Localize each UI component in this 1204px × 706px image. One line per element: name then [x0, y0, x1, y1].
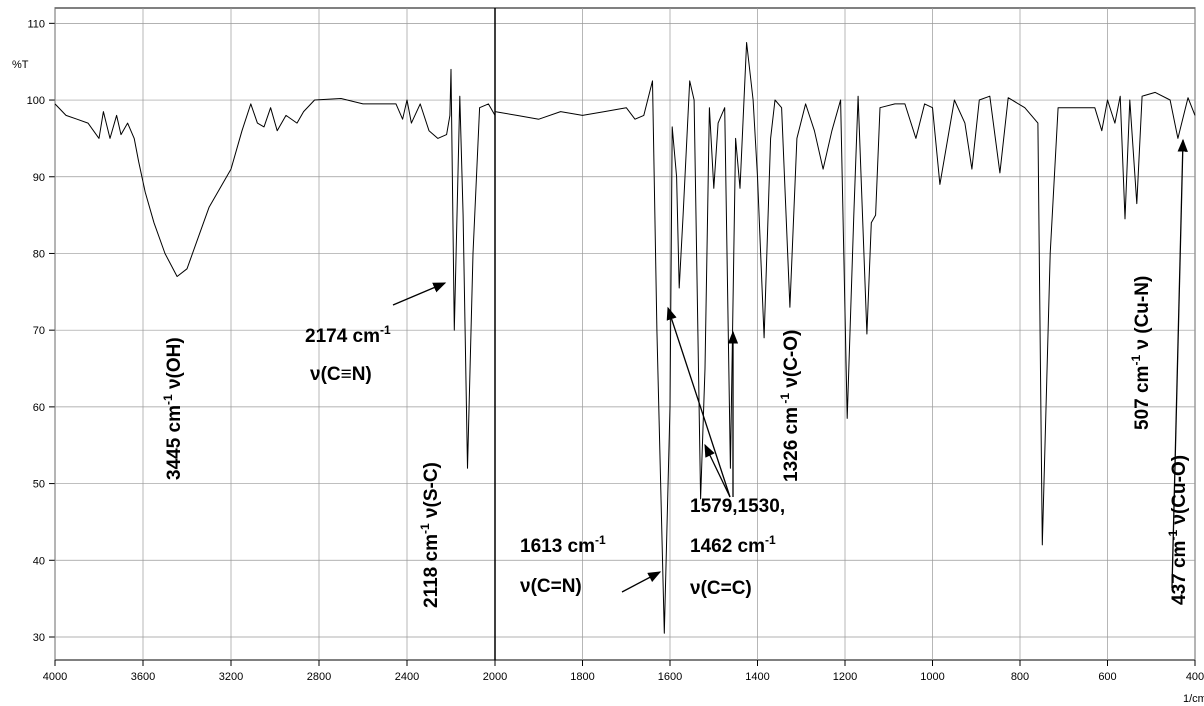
- arrow: [1171, 138, 1188, 589]
- annotation: 1613 cm-1: [520, 533, 606, 557]
- annotation: 1462 cm-1: [690, 533, 776, 557]
- y-tick-label: 50: [33, 479, 45, 491]
- x-tick-label: 2400: [395, 671, 419, 683]
- plot-frame: [54, 7, 1196, 661]
- y-tick-label: 30: [33, 632, 45, 644]
- spectrum-line: [54, 68, 496, 469]
- x-tick-label: 3600: [131, 671, 155, 683]
- y-tick-label: 60: [33, 402, 45, 414]
- grid: 30 40 50 60 70 80 90 100 110 4000 3600 3200 2800 2400…: [27, 7, 1204, 683]
- x-tick-label: 1200: [833, 671, 857, 683]
- y-tick-label: 100: [27, 95, 45, 107]
- annotation: 2118 cm-1 ν(S-C): [418, 462, 442, 608]
- arrow: [392, 282, 447, 306]
- arrow: [704, 443, 731, 498]
- x-tick-label: 1000: [920, 671, 944, 683]
- arrow: [621, 571, 662, 593]
- plot: [54, 42, 1196, 634]
- arrow: [666, 306, 731, 498]
- x-tick-label: 600: [1098, 671, 1116, 683]
- x-tick-label: 4000: [43, 671, 67, 683]
- x-tick-label: 800: [1011, 671, 1029, 683]
- annotation: 1579,1530,: [690, 496, 785, 517]
- x-tick-label: 2000: [483, 671, 507, 683]
- y-tick-label: 40: [33, 555, 45, 567]
- annotation: ν(C≡N): [310, 364, 372, 385]
- annotation: ν(C=C): [690, 578, 752, 599]
- x-tick-label: 1800: [570, 671, 594, 683]
- annotation: ν(C=N): [520, 576, 582, 597]
- x-tick-label: 400: [1186, 671, 1204, 683]
- x-tick-label: 1600: [658, 671, 682, 683]
- x-tick-label: 1400: [745, 671, 769, 683]
- y-axis-label: %T: [12, 59, 29, 71]
- annotation: 1326 cm -1 ν(C-O): [778, 330, 802, 482]
- annotation: 2174 cm-1: [305, 323, 391, 347]
- spectrum-line: [494, 42, 1196, 634]
- annotation: 437 cm-1 ν(Cu-O): [1166, 455, 1190, 605]
- y-tick-label: 70: [33, 325, 45, 337]
- x-axis-label: 1/cm: [1183, 693, 1204, 705]
- annotation: 507 cm-1 ν (Cu-N): [1129, 276, 1153, 430]
- annotation: 3445 cm-1 ν(OH): [161, 337, 185, 480]
- y-tick-label: 80: [33, 248, 45, 260]
- x-tick-label: 3200: [219, 671, 243, 683]
- y-tick-label: 90: [33, 172, 45, 184]
- y-tick-label: 110: [27, 18, 45, 30]
- x-tick-label: 2800: [307, 671, 331, 683]
- annotations: 3445 cm-1 ν(OH) 2174 cm-1 ν(C≡N) 2118 cm…: [161, 138, 1190, 608]
